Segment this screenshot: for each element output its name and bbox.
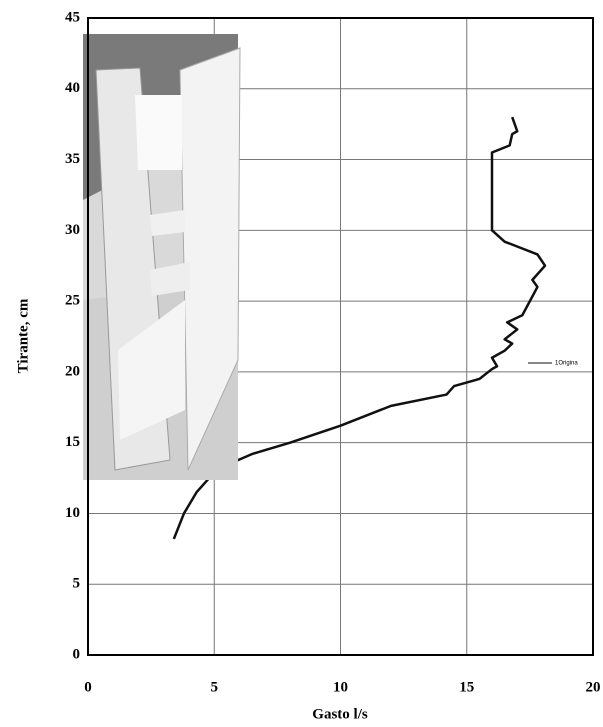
y-tick-label: 35	[65, 151, 80, 167]
x-tick-label: 20	[586, 679, 601, 695]
y-tick-label: 5	[73, 576, 81, 592]
photo-block-low	[150, 262, 190, 296]
legend-label: 1Origina	[555, 361, 578, 367]
x-axis-label: Gasto l/s	[312, 706, 368, 722]
x-tick-label: 0	[84, 679, 92, 695]
photo-block-top	[135, 95, 182, 170]
y-tick-label: 15	[65, 434, 80, 450]
photo-block-mid	[150, 210, 185, 236]
y-tick-label: 10	[65, 505, 80, 521]
y-tick-label: 0	[73, 646, 81, 662]
y-tick-label: 45	[65, 9, 80, 25]
y-tick-label: 20	[65, 363, 80, 379]
data-line	[172, 116, 547, 540]
plot-frame	[87, 17, 594, 656]
photo-ramp	[118, 300, 185, 440]
photo-panel-right	[179, 47, 241, 471]
x-tick-label: 10	[333, 679, 348, 695]
y-tick-label: 25	[65, 293, 80, 309]
y-tick-label: 40	[65, 80, 80, 96]
x-tick-label: 15	[459, 679, 474, 695]
y-axis-label: Tirante, cm	[15, 298, 31, 373]
x-tick-label: 5	[211, 679, 219, 695]
plot	[172, 116, 547, 540]
y-tick-label: 30	[65, 222, 80, 238]
photo	[83, 34, 241, 480]
